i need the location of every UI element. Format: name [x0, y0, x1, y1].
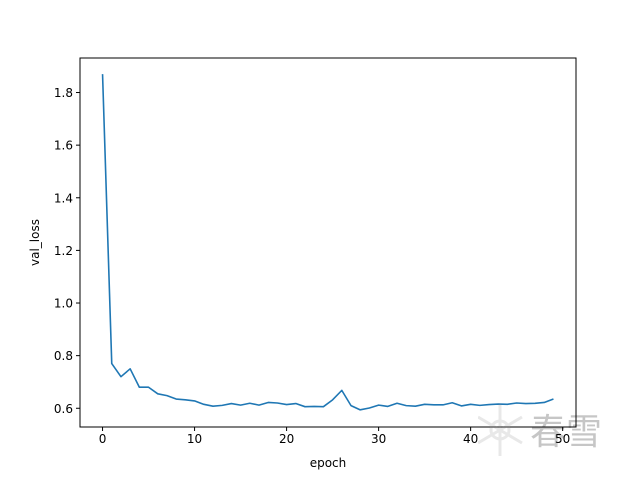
snowflake-icon: 春雪: [477, 404, 602, 456]
data-point: [451, 402, 453, 404]
series-line-0: [101, 74, 554, 411]
data-point: [230, 403, 232, 405]
y-tick-label: 1.6: [54, 139, 73, 153]
x-tick-label: 40: [463, 432, 478, 446]
x-tick-label: 30: [371, 432, 386, 446]
y-tick-label: 0.8: [54, 349, 73, 363]
data-point: [157, 393, 159, 395]
data-point: [129, 368, 131, 370]
data-point: [369, 407, 371, 409]
watermark-text: 春雪: [530, 412, 602, 453]
x-tick-label: 0: [99, 432, 107, 446]
data-point: [166, 395, 168, 397]
y-tick-label: 1.8: [54, 86, 73, 100]
data-point: [304, 406, 306, 408]
data-point: [267, 402, 269, 404]
plot-frame: [79, 57, 577, 428]
data-point: [359, 409, 361, 411]
data-point: [470, 403, 472, 405]
data-point: [461, 405, 463, 407]
data-point: [148, 386, 150, 388]
data-point: [442, 404, 444, 406]
data-point: [286, 404, 288, 406]
data-point: [387, 406, 389, 408]
y-axis-ticks: 0.6 0.8 1.0 1.2 1.4 1.6 1.8: [54, 86, 80, 416]
data-point: [341, 389, 343, 391]
data-point: [258, 404, 260, 406]
data-point: [175, 398, 177, 400]
data-point: [415, 405, 417, 407]
data-point: [424, 403, 426, 405]
x-axis-ticks: 0 10 20 30 40 50: [99, 427, 570, 446]
x-tick-label: 50: [555, 432, 570, 446]
y-tick-label: 1.2: [54, 244, 73, 258]
marks-layer: [101, 73, 554, 411]
data-point: [111, 363, 113, 365]
data-point: [405, 405, 407, 407]
x-tick-label: 10: [187, 432, 202, 446]
data-point: [221, 404, 223, 406]
data-point: [396, 402, 398, 404]
data-point: [212, 405, 214, 407]
data-point: [332, 399, 334, 401]
data-point: [184, 399, 186, 401]
y-tick-label: 1.0: [54, 297, 73, 311]
y-tick-label: 0.6: [54, 402, 73, 416]
data-point: [322, 406, 324, 408]
y-tick-label: 1.4: [54, 191, 73, 205]
data-point: [378, 404, 380, 406]
data-point: [295, 403, 297, 405]
data-point: [313, 406, 315, 408]
data-point: [120, 376, 122, 378]
data-point: [350, 405, 352, 407]
data-point: [102, 73, 104, 75]
data-point: [249, 402, 251, 404]
data-point: [276, 402, 278, 404]
data-point: [194, 400, 196, 402]
x-axis-label: epoch: [310, 456, 347, 470]
watermark-logo: 春雪: [477, 398, 628, 462]
data-point: [240, 404, 242, 406]
data-point: [203, 403, 205, 405]
data-point: [433, 404, 435, 406]
x-tick-label: 20: [279, 432, 294, 446]
data-point: [138, 386, 140, 388]
y-axis-label: val_loss: [28, 219, 42, 266]
